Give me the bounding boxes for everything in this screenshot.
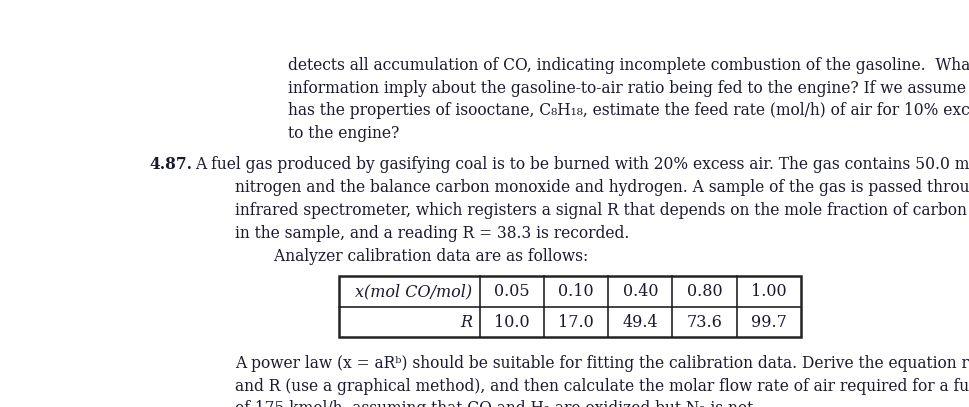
Text: 0.80: 0.80 — [687, 283, 722, 300]
Text: in the sample, and a reading R = 38.3 is recorded.: in the sample, and a reading R = 38.3 is… — [235, 225, 630, 242]
Text: 0.40: 0.40 — [623, 283, 658, 300]
Text: 17.0: 17.0 — [558, 314, 594, 330]
Text: 4.87.: 4.87. — [149, 156, 193, 173]
Text: 1.00: 1.00 — [751, 283, 787, 300]
Text: and R (use a graphical method), and then calculate the molar flow rate of air re: and R (use a graphical method), and then… — [235, 378, 969, 394]
Text: Analyzer calibration data are as follows:: Analyzer calibration data are as follows… — [235, 247, 588, 265]
Text: 49.4: 49.4 — [622, 314, 658, 330]
Text: nitrogen and the balance carbon monoxide and hydrogen. A sample of the gas is pa: nitrogen and the balance carbon monoxide… — [235, 179, 969, 196]
Bar — [339, 276, 800, 337]
Text: to the engine?: to the engine? — [288, 125, 399, 142]
Text: of 175 kmol/h, assuming that CO and H₂ are oxidized but N₂ is not.: of 175 kmol/h, assuming that CO and H₂ a… — [235, 400, 759, 407]
Text: detects all accumulation of CO, indicating incomplete combustion of the gasoline: detects all accumulation of CO, indicati… — [288, 57, 969, 74]
Text: 73.6: 73.6 — [687, 314, 723, 330]
Text: infrared spectrometer, which registers a signal R that depends on the mole fract: infrared spectrometer, which registers a… — [235, 202, 969, 219]
Text: x(mol CO/mol): x(mol CO/mol) — [356, 283, 473, 300]
Text: A power law (x = aRᵇ) should be suitable for fitting the calibration data. Deriv: A power law (x = aRᵇ) should be suitable… — [235, 355, 969, 372]
Text: has the properties of isooctane, C₈H₁₈, estimate the feed rate (mol/h) of air fo: has the properties of isooctane, C₈H₁₈, … — [288, 103, 969, 119]
Text: R: R — [460, 314, 473, 330]
Text: A fuel gas produced by gasifying coal is to be burned with 20% excess air. The g: A fuel gas produced by gasifying coal is… — [195, 156, 969, 173]
Text: 0.10: 0.10 — [558, 283, 594, 300]
Text: information imply about the gasoline-to-air ratio being fed to the engine? If we: information imply about the gasoline-to-… — [288, 79, 969, 96]
Text: 99.7: 99.7 — [751, 314, 787, 330]
Text: 10.0: 10.0 — [494, 314, 530, 330]
Text: 0.05: 0.05 — [494, 283, 530, 300]
